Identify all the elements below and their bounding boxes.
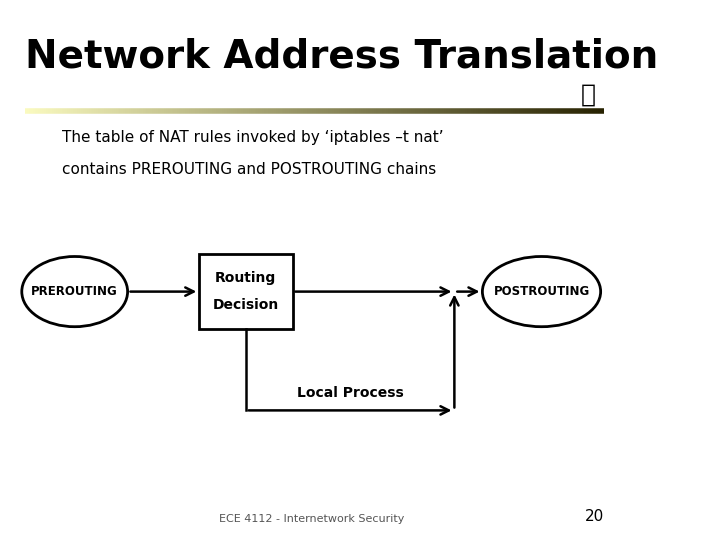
Text: Network Address Translation: Network Address Translation	[25, 38, 658, 76]
Text: 🐝: 🐝	[581, 83, 595, 106]
Text: PREROUTING: PREROUTING	[31, 285, 118, 298]
Text: ECE 4112 - Internetwork Security: ECE 4112 - Internetwork Security	[219, 514, 404, 524]
Text: POSTROUTING: POSTROUTING	[493, 285, 590, 298]
Text: Decision: Decision	[212, 298, 279, 312]
Text: Routing: Routing	[215, 271, 276, 285]
Text: 20: 20	[585, 509, 604, 524]
Bar	[199, 254, 292, 329]
Text: Local Process: Local Process	[297, 386, 403, 400]
Text: The table of NAT rules invoked by ‘iptables –t nat’: The table of NAT rules invoked by ‘iptab…	[62, 130, 444, 145]
Text: contains PREROUTING and POSTROUTING chains: contains PREROUTING and POSTROUTING chai…	[62, 162, 436, 177]
